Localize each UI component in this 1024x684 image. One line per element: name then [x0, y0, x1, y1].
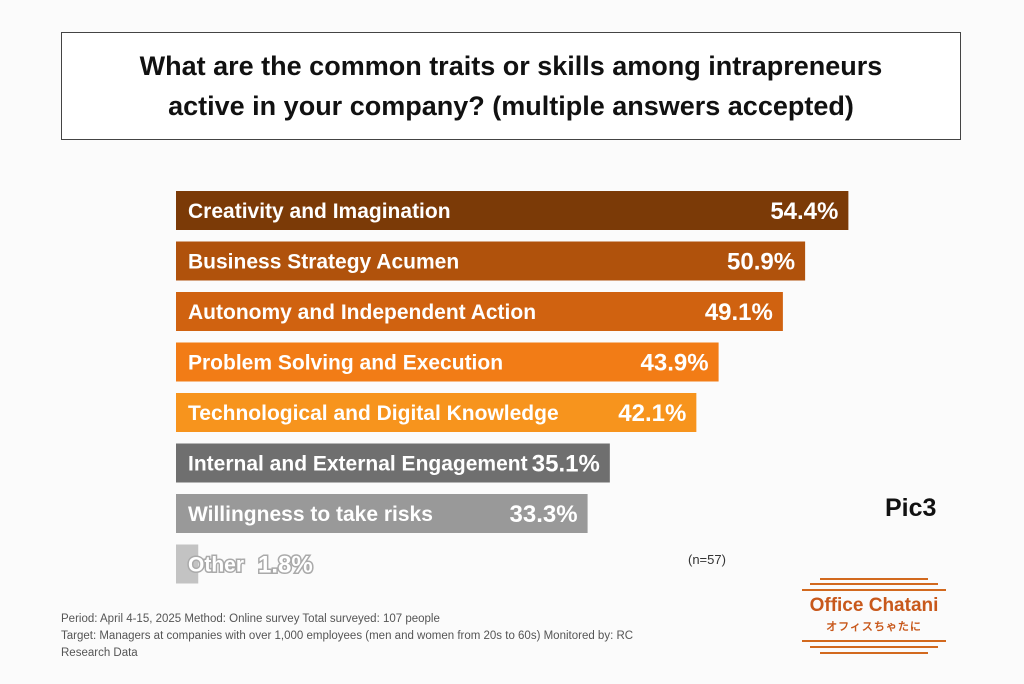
bar-category-label: Internal and External Engagement [188, 453, 528, 476]
bar [176, 443, 610, 483]
sample-size-note: (n=57) [688, 552, 726, 567]
bar-category-label: Technological and Digital Knowledge [188, 402, 559, 425]
bar-group: Creativity and Imagination 54.4% [176, 191, 849, 230]
bar-value-label: 43.9% [641, 350, 709, 377]
bar-group: Technological and Digital Knowledge 42.1% [176, 393, 697, 432]
footer-line-1: Period: April 4-15, 2025 Method: Online … [61, 613, 440, 625]
logo-subtitle: オフィスちゃたに [826, 621, 922, 633]
chart-title-box: What are the common traits or skills amo… [61, 32, 961, 140]
bar-category-label: Business Strategy Acumen [188, 251, 459, 274]
bar-group: Business Strategy Acumen 50.9% [176, 241, 806, 281]
pic-label: Pic3 [885, 494, 937, 522]
bar-group: Willingness to take risks 33.3% [176, 494, 588, 533]
bar-value-label: 42.1% [618, 400, 686, 427]
bar-value-label: 33.3% [510, 501, 578, 528]
bar-group: Other 1.8% [176, 544, 314, 584]
office-chatani-logo: Office Chatani オフィスちゃたに [800, 578, 948, 656]
bar-value-label: 50.9% [727, 249, 795, 276]
bar-group: Problem Solving and Execution 43.9% [176, 342, 719, 382]
bar-value-label: 1.8% [258, 552, 313, 579]
bar [176, 241, 806, 281]
bar-category-label: Autonomy and Independent Action [188, 301, 536, 324]
chart-title: What are the common traits or skills amo… [139, 51, 883, 121]
logo-name: Office Chatani [809, 595, 939, 616]
bar [176, 544, 199, 584]
footer-line-2: Target: Managers at companies with over … [61, 630, 634, 642]
bar-value-label: 49.1% [705, 299, 773, 326]
bar-group: Autonomy and Independent Action 49.1% [176, 292, 783, 331]
footer-line-3: Research Data [61, 647, 138, 659]
bar-value-label: 35.1% [532, 451, 600, 478]
bar-category-label: Creativity and Imagination [188, 200, 451, 223]
bar-category-label: Willingness to take risks [188, 503, 433, 526]
bar [176, 292, 783, 331]
bar-group: Internal and External Engagement 35.1% [176, 443, 610, 483]
bar [176, 342, 719, 382]
bar-value-label: 54.4% [770, 198, 838, 225]
bar-category-label: Other [188, 554, 244, 577]
bar [176, 393, 697, 432]
survey-footer: Period: April 4-15, 2025 Method: Online … [61, 611, 781, 662]
bar-category-label: Problem Solving and Execution [188, 352, 503, 375]
bar [176, 494, 588, 533]
bar [176, 191, 849, 230]
